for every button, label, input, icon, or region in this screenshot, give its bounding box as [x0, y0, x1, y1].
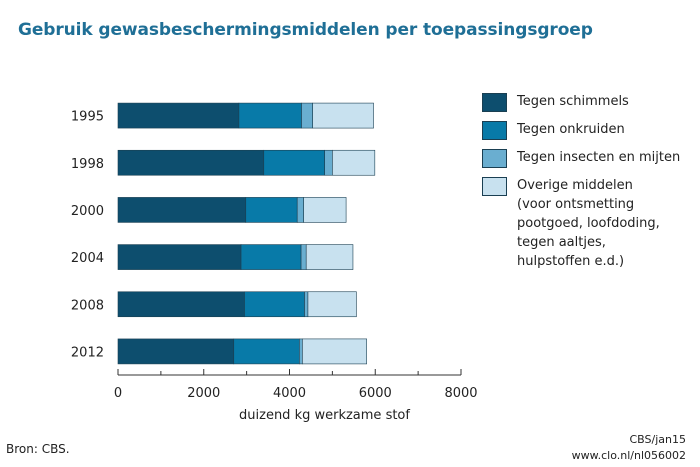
legend-item-insecten: Tegen insecten en mijten — [482, 148, 692, 168]
bar-onkruiden-2004 — [240, 244, 302, 270]
legend-label-line: Tegen insecten en mijten — [517, 150, 681, 165]
bar-onkruiden-2008 — [244, 291, 305, 318]
y-tick-label: 1998 — [71, 157, 104, 172]
bar-insecten-2004 — [300, 244, 307, 270]
x-tick-label: 0 — [114, 386, 122, 401]
y-tick-label: 2000 — [71, 204, 104, 219]
credit-line: CBS/jan15 — [629, 433, 687, 446]
bar-insecten-2012 — [299, 338, 303, 365]
y-tick-label: 2004 — [71, 251, 104, 266]
legend-label-line: tegen aaltjes, — [517, 235, 606, 250]
x-tick-label: 4000 — [273, 386, 306, 401]
y-tick-label: 2012 — [71, 345, 104, 360]
y-tick-label: 1995 — [71, 110, 104, 125]
bar-overige-2008 — [307, 291, 357, 318]
bar-insecten-2000 — [296, 197, 304, 223]
bar-onkruiden-2012 — [233, 338, 300, 365]
bar-overige-2000 — [303, 197, 347, 223]
bar-overige-1998 — [332, 149, 376, 176]
bar-insecten-1995 — [301, 102, 313, 129]
bar-insecten-2008 — [304, 291, 309, 318]
legend-swatch — [482, 93, 507, 112]
bar-onkruiden-1998 — [263, 149, 325, 176]
legend-item-onkruiden: Tegen onkruiden — [482, 120, 692, 140]
bar-schimmels-2004 — [117, 244, 242, 270]
legend-label-line: Tegen onkruiden — [517, 122, 625, 137]
bar-schimmels-2008 — [117, 291, 245, 318]
bar-schimmels-1995 — [117, 102, 240, 129]
legend-item-schimmels: Tegen schimmels — [482, 92, 692, 112]
bar-schimmels-2000 — [117, 197, 247, 223]
bar-onkruiden-2000 — [245, 197, 298, 223]
bar-schimmels-2012 — [117, 338, 235, 365]
bar-overige-1995 — [312, 102, 374, 129]
legend-label-line: Overige middelen — [517, 178, 633, 193]
legend-label: Tegen insecten en mijten — [517, 148, 680, 167]
x-tick-label: 2000 — [187, 386, 220, 401]
bar-overige-2012 — [302, 338, 367, 365]
source-note: Bron: CBS. — [6, 442, 70, 456]
x-axis-label: duizend kg werkzame stof — [239, 408, 410, 423]
x-tick-label: 6000 — [359, 386, 392, 401]
y-tick-label: 2008 — [71, 298, 104, 313]
bars-group — [117, 102, 376, 365]
bar-schimmels-1998 — [117, 149, 265, 176]
bar-overige-2004 — [305, 244, 354, 270]
legend-item-overige: Overige middelen (voor ontsmetting pootgoe… — [482, 176, 692, 271]
legend-swatch — [482, 149, 507, 168]
credit-note: CBS/jan15 www.clo.nl/nl056002 — [572, 432, 686, 464]
x-tick-label: 8000 — [444, 386, 477, 401]
legend-label: Tegen schimmels — [517, 92, 629, 111]
bar-onkruiden-1995 — [238, 102, 302, 129]
legend: Tegen schimmels Tegen onkruiden Tegen inse… — [482, 92, 692, 279]
bar-insecten-1998 — [324, 149, 333, 176]
legend-label-line: hulpstoffen e.d.) — [517, 254, 625, 269]
axes-group: 1995 1998 2000 2004 2008 2012 0 2000 4000 6000 800… — [71, 110, 478, 423]
legend-label-line: (voor ontsmetting — [517, 197, 635, 212]
legend-label-line: Tegen schimmels — [517, 94, 629, 109]
credit-url: www.clo.nl/nl056002 — [571, 449, 686, 462]
legend-label: Tegen onkruiden — [517, 120, 625, 139]
legend-swatch — [482, 121, 507, 140]
chart-title: Gebruik gewasbeschermingsmiddelen per to… — [18, 20, 593, 40]
legend-swatch — [482, 177, 507, 196]
legend-label-line: pootgoed, loofdoding, — [517, 216, 660, 231]
legend-label: Overige middelen (voor ontsmetting pootgoe… — [517, 176, 660, 271]
